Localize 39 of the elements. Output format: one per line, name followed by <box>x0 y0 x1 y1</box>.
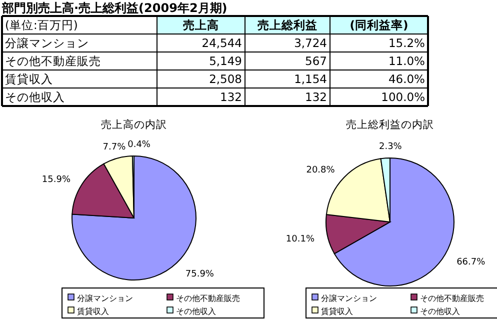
legend-label: 賃貸収入 <box>77 307 109 316</box>
annotation: (単位:百万円) <box>5 18 78 32</box>
data-label: 2.3% <box>379 142 402 152</box>
data-label: 15.9% <box>42 175 70 186</box>
title: 部門別売上高·売上総利益(2009年2月期) <box>2 1 228 15</box>
data-label: 7.7% <box>102 142 126 153</box>
cell: 100.0% <box>381 90 425 104</box>
data-label: 20.8% <box>306 165 335 176</box>
cell: 11.0% <box>388 54 425 68</box>
cell: 24,544 <box>202 36 242 50</box>
cell: 1,154 <box>294 72 327 86</box>
column-header: 売上総利益 <box>258 18 318 32</box>
row-label: その他不動産販売 <box>5 54 101 68</box>
cell: 132 <box>220 90 242 104</box>
data-label: 75.9% <box>185 270 214 280</box>
cell: 132 <box>305 90 327 104</box>
column-header: 売上高 <box>183 18 219 32</box>
cell: 46.0% <box>388 72 425 86</box>
title: 売上高の内訳 <box>101 119 167 131</box>
legend-label: その他不動産販売 <box>420 294 484 303</box>
data-label: 66.7% <box>456 258 486 268</box>
cell: 5,149 <box>209 54 242 68</box>
data-label: 10.1% <box>286 234 315 244</box>
legend-label: 賃貸収入 <box>321 307 353 316</box>
title: 売上総利益の内訳 <box>346 119 434 131</box>
cell: 3,724 <box>294 36 327 50</box>
cell: 567 <box>305 54 327 68</box>
row-label: 分譲マンション <box>5 36 89 50</box>
legend-label: その他不動産販売 <box>176 294 240 303</box>
legend-label: 分譲マンション <box>77 294 133 303</box>
legend-label: その他収入 <box>420 307 460 316</box>
cell: 2,508 <box>209 72 242 86</box>
row-label: その他収入 <box>5 90 65 104</box>
row-label: 賃貸収入 <box>5 72 53 86</box>
column-header: (同利益率) <box>350 18 408 32</box>
data-label: 0.4% <box>128 140 150 150</box>
legend-label: 分譲マンション <box>321 294 377 303</box>
cell: 15.2% <box>388 36 425 50</box>
legend-label: その他収入 <box>176 307 216 316</box>
